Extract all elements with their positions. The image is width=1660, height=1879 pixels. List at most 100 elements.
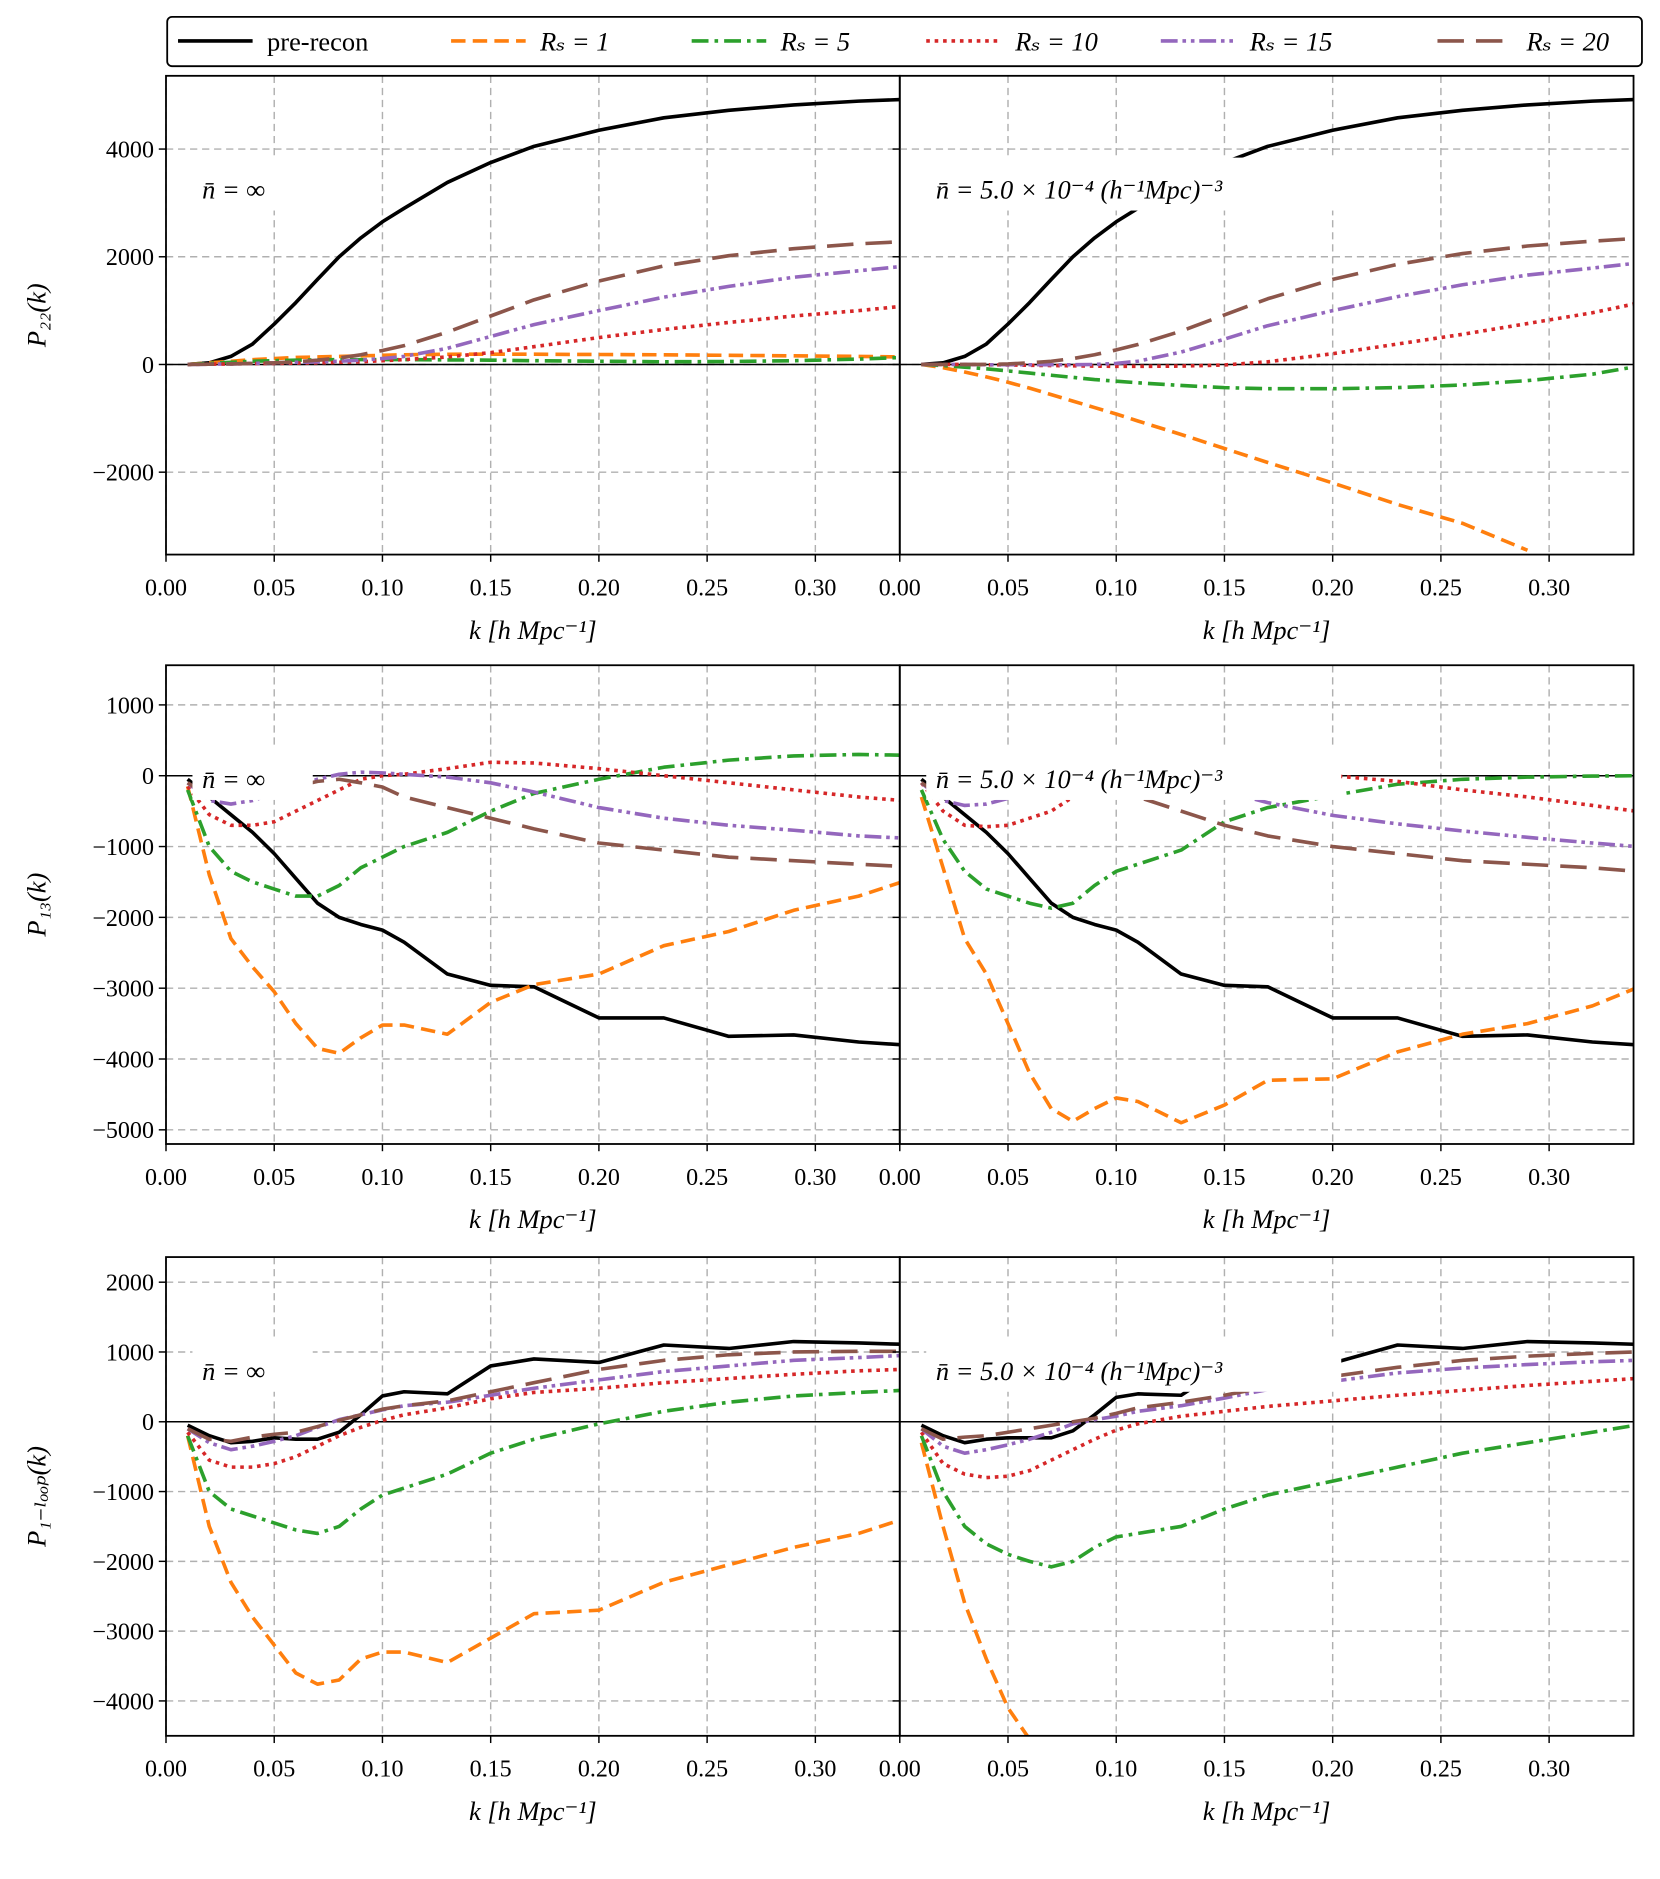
x-tick-label: 0.30 (794, 575, 836, 601)
legend-label: Rₛ = 15 (1249, 27, 1333, 57)
annotation-bg (926, 157, 1342, 211)
series-line (185, 1388, 900, 1536)
x-tick-label: 0.15 (1203, 575, 1245, 601)
series-line (185, 1435, 900, 1686)
x-tick-label: 0.15 (470, 1757, 512, 1783)
y-tick-label: −4000 (92, 1689, 154, 1715)
y-tick-label: −5000 (92, 1118, 154, 1144)
annotation: n̄ = ∞ (202, 764, 265, 794)
series-line (186, 1367, 900, 1469)
x-tick-label: 0.15 (470, 575, 512, 601)
series-group (185, 1339, 900, 1686)
series-line (185, 752, 900, 898)
panel: 0.00 0.05 0.10 0.15 0.20 0.25 0.30 n̄ = 5.0 × 1… (879, 664, 1635, 1234)
x-tick-label: 0.25 (686, 1757, 728, 1783)
panel: 0.00 0.05 0.10 0.15 0.20 0.25 0.30 −2000 0 2000 40… (22, 74, 901, 645)
series-line (921, 261, 1634, 367)
x-tick-label: 0.00 (145, 1757, 187, 1783)
series-line (919, 1423, 1634, 1569)
series-line (919, 1442, 1030, 1736)
series-line (919, 1376, 1634, 1480)
y-axis-label: P₁₋ₗₒₒₚ(k) (22, 1446, 52, 1548)
y-tick-label: 1000 (106, 693, 154, 719)
x-tick-label: 0.10 (361, 575, 403, 601)
x-tick-label: 0.10 (361, 1757, 403, 1783)
annotation-bg (926, 1338, 1342, 1392)
annotation: n̄ = ∞ (202, 1356, 265, 1386)
x-axis-label: k [h Mpc⁻¹] (1203, 1204, 1331, 1234)
x-tick-label: 0.00 (879, 1165, 921, 1191)
y-tick-label: 2000 (106, 245, 154, 271)
y-tick-label: −3000 (92, 977, 154, 1003)
legend-label: Rₛ = 10 (1014, 27, 1098, 57)
x-tick-label: 0.10 (1095, 1757, 1137, 1783)
annotation: n̄ = 5.0 × 10⁻⁴ (h⁻¹Mpc)⁻³ (936, 175, 1223, 205)
y-tick-label: −2000 (92, 906, 154, 932)
x-tick-label: 0.05 (253, 1757, 295, 1783)
x-tick-label: 0.25 (1420, 1165, 1462, 1191)
x-tick-label: 0.05 (987, 1757, 1029, 1783)
series-line (921, 362, 1529, 552)
x-tick-label: 0.25 (686, 1165, 728, 1191)
annotation: n̄ = 5.0 × 10⁻⁴ (h⁻¹Mpc)⁻³ (936, 1356, 1223, 1386)
x-tick-label: 0.10 (361, 1165, 403, 1191)
y-tick-label: 4000 (106, 137, 154, 163)
x-tick-label: 0.00 (879, 575, 921, 601)
y-tick-label: −1000 (92, 835, 154, 861)
series-line (921, 236, 1634, 367)
x-tick-label: 0.25 (1420, 1757, 1462, 1783)
y-axis-label: P₂₂(k) (22, 283, 52, 348)
y-axis-label: P₁₃(k) (22, 873, 52, 938)
x-tick-label: 0.15 (1203, 1165, 1245, 1191)
legend: pre-recon Rₛ = 1 Rₛ = 5 Rₛ = 10 Rₛ = 15 Rₛ = … (178, 27, 1609, 57)
series-line (921, 97, 1634, 367)
y-tick-label: 0 (142, 1410, 154, 1436)
y-tick-label: −2000 (92, 1550, 154, 1576)
panel: 0.00 0.05 0.10 0.15 0.20 0.25 0.30 n̄ = 5.0 × 1… (879, 74, 1635, 645)
legend-label: Rₛ = 20 (1525, 27, 1609, 57)
x-tick-label: 0.00 (879, 1757, 921, 1783)
series-line (919, 773, 1634, 910)
x-tick-label: 0.05 (987, 1165, 1029, 1191)
series-line (187, 264, 900, 367)
x-tick-label: 0.30 (1528, 1757, 1570, 1783)
x-tick-label: 0.15 (470, 1165, 512, 1191)
x-tick-label: 0.25 (686, 575, 728, 601)
x-tick-label: 0.05 (987, 575, 1029, 601)
series-line (185, 785, 900, 1056)
series-line (186, 777, 900, 1047)
series-line (187, 355, 900, 367)
y-tick-label: 2000 (106, 1271, 154, 1297)
series-group (185, 752, 900, 1056)
x-tick-label: 0.15 (1203, 1757, 1245, 1783)
x-axis-label: k [h Mpc⁻¹] (469, 1204, 597, 1234)
x-tick-label: 0.20 (578, 1757, 620, 1783)
annotation-bg (192, 747, 313, 800)
x-tick-label: 0.25 (1420, 575, 1462, 601)
x-tick-label: 0.10 (1095, 575, 1137, 601)
x-tick-label: 0.20 (1312, 575, 1354, 601)
series-line (919, 796, 1634, 1125)
series-line (919, 768, 1634, 829)
annotation: n̄ = 5.0 × 10⁻⁴ (h⁻¹Mpc)⁻³ (936, 764, 1223, 794)
legend-box (166, 15, 1643, 68)
x-tick-label: 0.30 (1528, 1165, 1570, 1191)
x-tick-label: 0.30 (794, 1757, 836, 1783)
x-axis-label: k [h Mpc⁻¹] (1203, 615, 1331, 645)
x-tick-label: 0.30 (794, 1165, 836, 1191)
series-line (186, 777, 900, 869)
y-tick-label: −1000 (92, 1480, 154, 1506)
series-line (921, 302, 1634, 369)
axes-frame (898, 1256, 1635, 1737)
y-tick-label: 1000 (106, 1340, 154, 1366)
x-tick-label: 0.05 (253, 1165, 295, 1191)
x-tick-label: 0.00 (145, 575, 187, 601)
series-group (921, 97, 1634, 552)
panel: 0.00 0.05 0.10 0.15 0.20 0.25 0.30 −5000 −4000 −3… (22, 664, 901, 1234)
panel: 0.00 0.05 0.10 0.15 0.20 0.25 0.30 n̄ = 5.0 × 1… (879, 1256, 1635, 1826)
x-axis-label: k [h Mpc⁻¹] (469, 1796, 597, 1826)
series-line (187, 97, 900, 367)
series-line (921, 362, 1634, 391)
x-axis-label: k [h Mpc⁻¹] (1203, 1796, 1331, 1826)
